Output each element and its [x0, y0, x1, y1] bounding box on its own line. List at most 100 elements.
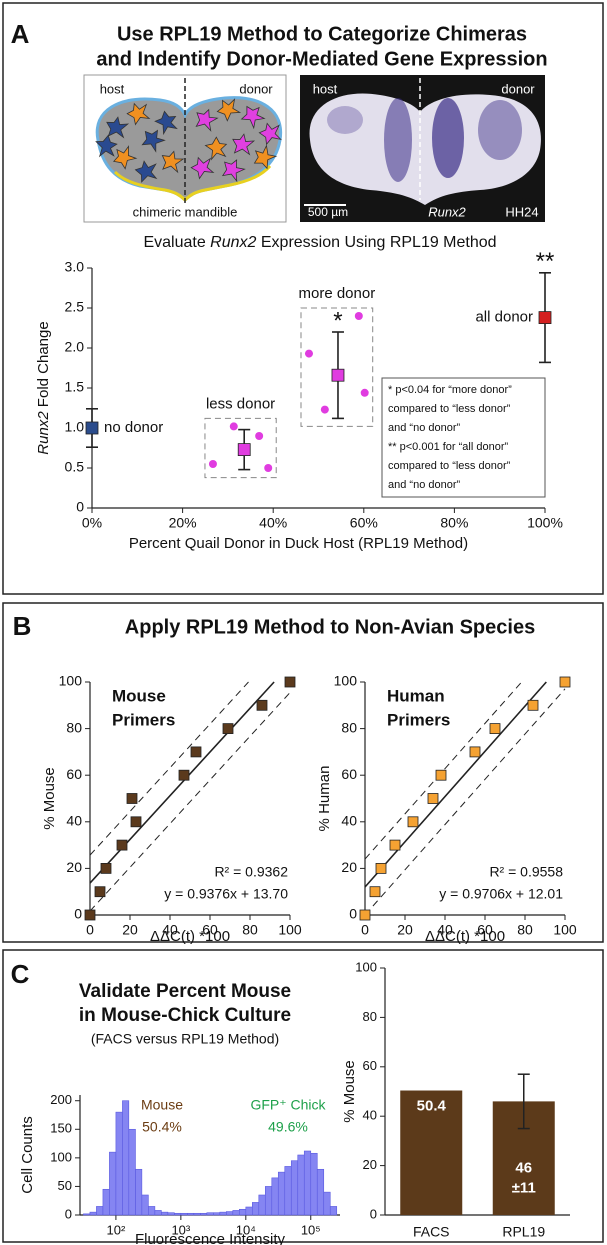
population-percent: 49.6% — [268, 1119, 308, 1135]
fit-equation: y = 0.9706x + 12.01 — [439, 886, 563, 902]
y-tick-label: 0 — [349, 906, 357, 922]
y-tick-label: 2.0 — [65, 339, 85, 355]
histogram-bin — [252, 1202, 260, 1216]
data-point — [100, 863, 112, 874]
y-axis-label-part: Runx2 — [35, 411, 52, 455]
histogram-bin — [122, 1100, 130, 1216]
schematic-donor: donor — [239, 81, 273, 96]
r-squared: R² = 0.9558 — [489, 864, 563, 880]
stain — [327, 106, 363, 134]
panel-letter: A — [11, 19, 30, 49]
x-tick-label: 40 — [437, 922, 453, 938]
histogram-bin — [323, 1191, 331, 1216]
data-point — [84, 909, 96, 921]
x-tick-label: 80 — [517, 922, 533, 938]
x-axis-label: ΔΔC(t) *100 — [150, 928, 230, 945]
significance: ** — [536, 248, 555, 275]
histogram-bin — [174, 1212, 182, 1216]
sample-point — [320, 405, 329, 414]
data-point — [359, 909, 371, 921]
y-tick-label: 80 — [66, 719, 82, 735]
histogram-bin — [316, 1168, 325, 1216]
data-point — [369, 886, 381, 898]
x-tick-label: 0% — [82, 515, 102, 531]
data-point — [116, 839, 128, 851]
histogram-bin — [245, 1206, 253, 1216]
histogram-bin — [277, 1171, 286, 1216]
schematic: host donor chimeric mandible — [83, 74, 287, 223]
histogram-bin — [89, 1211, 97, 1216]
y-tick-label: 20 — [363, 1157, 377, 1172]
data-point — [331, 368, 345, 382]
y-tick-label: 0.5 — [65, 459, 85, 475]
y-tick-label: 0 — [76, 499, 84, 515]
histogram-bin — [128, 1128, 136, 1216]
data-point — [435, 769, 447, 781]
chart-title: Primers — [387, 710, 450, 729]
panel-frame — [2, 949, 604, 1243]
x-tick-label: 0 — [361, 922, 369, 938]
x-axis-label: Fluorescence Intensity — [135, 1231, 286, 1245]
x-tick-label: 60 — [477, 922, 493, 938]
histogram-bin — [154, 1210, 162, 1216]
x-axis-label: Percent Quail Donor in Duck Host (RPL19 … — [129, 535, 468, 552]
sample-point — [264, 464, 273, 472]
histogram-bin — [148, 1206, 156, 1216]
group-box — [204, 417, 277, 479]
group-label: all donor — [475, 309, 533, 326]
data-point — [469, 746, 481, 758]
band-line — [364, 681, 522, 860]
x-tick-label: 20 — [397, 922, 413, 938]
panel-title: Validate Percent Mouse — [79, 981, 291, 1002]
sample-point — [229, 422, 238, 431]
photo-host: host — [313, 81, 338, 96]
x-tick-label: 60 — [202, 922, 218, 938]
data-point — [427, 793, 439, 804]
y-tick-label: 60 — [341, 766, 357, 782]
sample-point — [304, 349, 313, 358]
group-box — [300, 307, 374, 427]
data-point — [527, 699, 539, 711]
histogram-bin — [135, 1168, 143, 1216]
data-point — [126, 793, 138, 804]
histogram-bin — [310, 1152, 318, 1216]
y-axis-label: Cell Counts — [19, 1116, 36, 1194]
schematic-host: host — [100, 81, 125, 96]
x-tick-label: 20 — [122, 922, 138, 938]
y-tick-label: 0 — [370, 1206, 377, 1221]
histogram-bin — [303, 1150, 312, 1216]
data-point — [178, 769, 190, 781]
chart-title-part: Runx2 — [210, 234, 256, 251]
histogram-bin — [284, 1166, 292, 1216]
x-tick-label: 20% — [169, 515, 197, 531]
stage-label: HH24 — [505, 204, 538, 219]
value-label: 50.4 — [417, 1097, 447, 1114]
data-point — [489, 723, 501, 734]
y-tick-label: 3.0 — [65, 259, 85, 275]
y-tick-label: 100 — [355, 959, 377, 974]
band-line — [89, 681, 249, 856]
y-tick-label: 200 — [50, 1092, 72, 1107]
histogram-bin — [193, 1212, 201, 1216]
data-point — [407, 816, 419, 828]
chart-title: Evaluate Runx2 Expression Using RPL19 Me… — [143, 234, 496, 251]
histogram-bin — [232, 1210, 240, 1216]
note-line: compared to “less donor” — [388, 460, 511, 472]
data-point — [190, 746, 202, 758]
x-tick-label: 80% — [440, 515, 468, 531]
x-tick-label: 0 — [86, 922, 94, 938]
histogram-bin — [297, 1154, 305, 1216]
y-tick-label: 150 — [50, 1121, 72, 1136]
note-line: ** p<0.001 for “all donor” — [388, 441, 508, 453]
data-point — [559, 676, 571, 688]
data-point — [256, 699, 268, 711]
data-point — [538, 311, 552, 325]
histogram-bin — [180, 1212, 188, 1216]
note-line: * p<0.04 for “more donor” — [388, 384, 512, 396]
x-tick-label: 40% — [259, 515, 287, 531]
data-point — [85, 421, 99, 435]
panel-letter: B — [13, 611, 32, 641]
data-point — [375, 863, 387, 874]
x-tick-label: 10⁵ — [301, 1222, 321, 1237]
sample-point — [360, 388, 369, 397]
